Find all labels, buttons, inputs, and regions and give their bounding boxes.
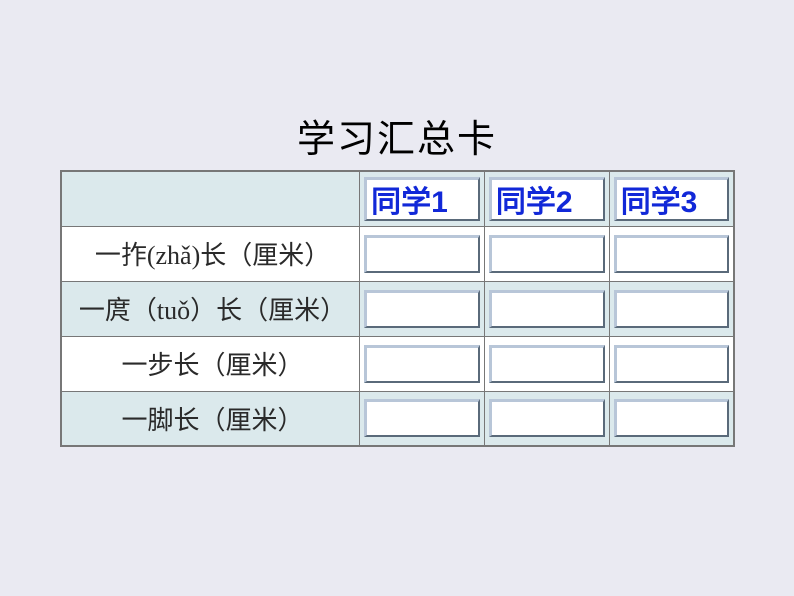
header-label: 同学1 — [371, 177, 448, 221]
row-label: 一步长（厘米） — [61, 336, 360, 391]
cell — [360, 226, 485, 281]
input-box[interactable] — [614, 345, 729, 383]
row-label: 一拃(zhǎ)长（厘米） — [61, 226, 360, 281]
header-box: 同学2 — [489, 177, 605, 221]
table-row: 一步长（厘米） — [61, 336, 734, 391]
table-row: 一庹（tuǒ）长（厘米） — [61, 281, 734, 336]
summary-table: 同学1 同学2 同学3 一拃(zhǎ)长（厘米） — [60, 170, 735, 447]
cell — [484, 336, 609, 391]
input-box[interactable] — [614, 290, 729, 328]
page: 学习汇总卡 同学1 同学2 同学3 — [0, 0, 794, 596]
header-label: 同学3 — [621, 177, 698, 221]
page-title: 学习汇总卡 — [0, 108, 794, 163]
cell — [609, 391, 734, 446]
header-box: 同学1 — [364, 177, 480, 221]
input-box[interactable] — [489, 345, 605, 383]
table-row: 一脚长（厘米） — [61, 391, 734, 446]
input-box[interactable] — [364, 235, 480, 273]
header-student-2: 同学2 — [484, 171, 609, 226]
row-label: 一庹（tuǒ）长（厘米） — [61, 281, 360, 336]
cell — [360, 281, 485, 336]
cell — [609, 226, 734, 281]
header-box: 同学3 — [614, 177, 729, 221]
table-row: 一拃(zhǎ)长（厘米） — [61, 226, 734, 281]
cell — [360, 391, 485, 446]
input-box[interactable] — [364, 345, 480, 383]
input-box[interactable] — [364, 290, 480, 328]
cell — [360, 336, 485, 391]
cell — [484, 391, 609, 446]
input-box[interactable] — [489, 235, 605, 273]
input-box[interactable] — [364, 399, 480, 437]
input-box[interactable] — [489, 399, 605, 437]
cell — [609, 281, 734, 336]
header-student-3: 同学3 — [609, 171, 734, 226]
input-box[interactable] — [614, 235, 729, 273]
cell — [484, 281, 609, 336]
input-box[interactable] — [489, 290, 605, 328]
cell — [609, 336, 734, 391]
header-label: 同学2 — [496, 177, 573, 221]
row-label: 一脚长（厘米） — [61, 391, 360, 446]
table-header-row: 同学1 同学2 同学3 — [61, 171, 734, 226]
header-empty — [61, 171, 360, 226]
cell — [484, 226, 609, 281]
header-student-1: 同学1 — [360, 171, 485, 226]
input-box[interactable] — [614, 399, 729, 437]
